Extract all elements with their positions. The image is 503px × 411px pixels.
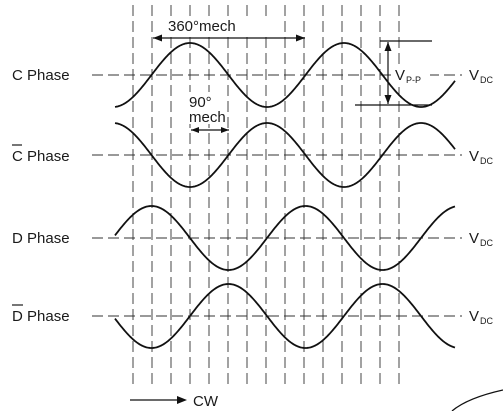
svg-text:V: V xyxy=(469,230,479,247)
svg-text:V: V xyxy=(469,148,479,165)
svg-text:V: V xyxy=(469,67,479,84)
svg-text:V: V xyxy=(469,308,479,325)
phase-label-d: D Phase xyxy=(12,230,70,247)
vdc-label-d: V DC xyxy=(469,230,493,248)
phase-waveform xyxy=(114,205,456,271)
vpp-label: V P-P xyxy=(395,67,421,85)
vertical-gridlines xyxy=(132,5,400,385)
period-arrow xyxy=(153,34,305,42)
phase-label-c-bar: C Phase xyxy=(12,148,70,165)
corner-curve-fragment xyxy=(451,389,503,411)
cw-label: CW xyxy=(193,393,219,410)
vdc-label-c: V DC xyxy=(469,67,493,85)
phase-waveform xyxy=(114,42,456,108)
vpp-label-bg xyxy=(393,65,430,87)
period-label-bg xyxy=(166,17,268,34)
quarter-label-bg xyxy=(187,92,225,124)
vpp-marker xyxy=(355,40,432,106)
svg-text:DC: DC xyxy=(480,75,493,85)
svg-text:DC: DC xyxy=(480,238,493,248)
quarter-label-2: mech xyxy=(189,109,226,126)
phase-waveform xyxy=(114,283,456,349)
phase-waveforms xyxy=(114,42,456,349)
quarter-label-1: 90° xyxy=(189,94,212,111)
phase-label-d-bar: D Phase xyxy=(12,308,70,325)
phase-axes xyxy=(92,74,462,317)
cw-direction-arrow xyxy=(130,396,187,404)
quarter-arrow xyxy=(191,127,229,133)
vdc-label-d-bar: V DC xyxy=(469,308,493,326)
svg-text:DC: DC xyxy=(480,156,493,166)
svg-text:V: V xyxy=(395,67,405,84)
svg-text:DC: DC xyxy=(480,316,493,326)
vdc-label-c-bar: V DC xyxy=(469,148,493,166)
period-label: 360°mech xyxy=(168,18,236,35)
phase-waveform xyxy=(114,122,456,188)
phase-label-c: C Phase xyxy=(12,67,70,84)
svg-text:P-P: P-P xyxy=(406,75,421,85)
